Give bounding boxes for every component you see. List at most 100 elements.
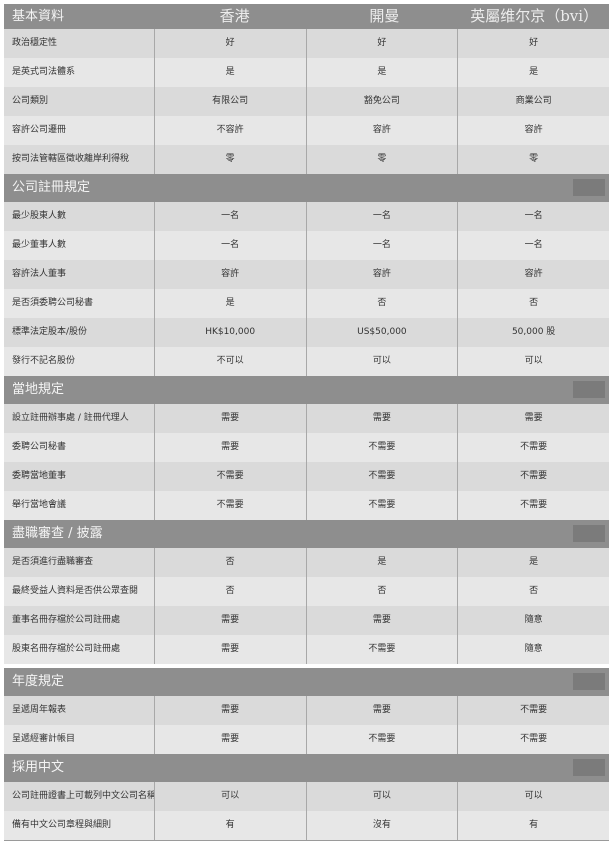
table-cell: 不需要 — [307, 725, 459, 754]
table-cell: 不需要 — [520, 471, 548, 481]
table-cell: 需要 — [155, 404, 307, 433]
table-cell: 豁免公司 — [307, 87, 459, 116]
section-toggle-box — [573, 759, 605, 776]
row-label: 委聘公司秘書 — [4, 433, 155, 462]
table-row: 政治穩定性好好好 — [4, 29, 609, 58]
table-cell: 否 — [155, 577, 307, 606]
table-row: 委聘當地董事 不需要 不需要 不需要 — [4, 462, 609, 491]
table-cell: 一名 — [155, 231, 307, 260]
table-cell: 沒有 — [307, 811, 459, 840]
table-cell: 不需要 — [520, 734, 548, 744]
table-row: 設立註冊辦事處 / 註冊代理人 需要 需要 需要 — [4, 404, 609, 433]
table-cell: 容許 — [155, 260, 307, 289]
table-cell: 否 — [529, 586, 539, 596]
table-cell: 隨意 — [524, 644, 543, 654]
header-title: 基本資料 — [12, 9, 65, 24]
row-label: 董事名冊存檔於公司註冊處 — [4, 606, 155, 635]
table-row: 標準法定股本/股份 HK$10,000 US$50,000 50,000 股 — [4, 318, 609, 347]
row-label: 容許公司遷冊 — [4, 116, 155, 145]
row-label: 呈遞周年報表 — [4, 696, 155, 725]
table-cell: US$50,000 — [307, 318, 459, 347]
section-header: 年度規定 — [4, 668, 609, 696]
table-row: 是否須委聘公司秘書是否否 — [4, 289, 609, 318]
table-cell: 好 — [529, 38, 539, 48]
table-cell: 是 — [155, 58, 307, 87]
table-row: 委聘公司秘書 需要 不需要 不需要 — [4, 433, 609, 462]
table-cell: 是 — [529, 557, 539, 567]
table-row: 容許法人董事 容許 容許 容許 — [4, 260, 609, 289]
table-cell: 是 — [155, 289, 307, 318]
table-row: 按司法管轄區徵收離岸利得稅零零零 — [4, 145, 609, 174]
table-cell: 不需要 — [520, 442, 548, 452]
table-row: 最終受益人資料是否供公眾查閱否否否 — [4, 577, 609, 606]
row-label: 設立註冊辦事處 / 註冊代理人 — [4, 404, 155, 433]
table-cell: HK$10,000 — [155, 318, 307, 347]
section-title: 盡職審查 / 披露 — [12, 526, 103, 541]
section-header: 盡職審查 / 披露 — [4, 520, 609, 548]
row-label: 公司註冊證書上可載列中文公司名稱 — [4, 782, 155, 811]
row-label: 備有中文公司章程與細則 — [4, 811, 155, 840]
table-cell: 零 — [155, 145, 307, 174]
table-cell: 一名 — [524, 240, 543, 250]
table-cell: 零 — [307, 145, 459, 174]
table-cell: 可以 — [307, 347, 459, 376]
table-cell: 是 — [307, 58, 459, 87]
table-cell: 否 — [529, 298, 539, 308]
table-row: 舉行當地會議 不需要 不需要 不需要 — [4, 491, 609, 520]
table-row: 呈遞經審計帳目 需要 不需要 不需要 — [4, 725, 609, 754]
row-label: 按司法管轄區徵收離岸利得稅 — [4, 145, 155, 174]
table-cell: 商業公司 — [515, 96, 552, 106]
table-cell: 50,000 股 — [511, 327, 556, 337]
table-cell: 需要 — [155, 606, 307, 635]
row-label: 容許法人董事 — [4, 260, 155, 289]
table-row: 股東名冊存檔於公司註冊處 需要 不需要 隨意 — [4, 635, 609, 664]
row-label: 最少董事人數 — [4, 231, 155, 260]
table-body: 政治穩定性好好好是英式司法體系是是是公司類別 有限公司 豁免公司 商業公司 容許公司遷冊… — [4, 29, 609, 841]
row-label: 公司類別 — [4, 87, 155, 116]
table-cell: 不需要 — [307, 491, 459, 520]
table-cell: 不需要 — [520, 500, 548, 510]
table-cell: 可以 — [524, 356, 543, 366]
table-row: 備有中文公司章程與細則有沒有有 — [4, 811, 609, 840]
table-row: 發行不記名股份 不可以 可以 可以 — [4, 347, 609, 376]
table-row: 最少股東人數 一名 一名 一名 — [4, 202, 609, 231]
table-cell: 有 — [529, 820, 539, 830]
table-cell: 有 — [155, 811, 307, 840]
table-cell: 不需要 — [155, 491, 307, 520]
row-label: 發行不記名股份 — [4, 347, 155, 376]
row-label: 是英式司法體系 — [4, 58, 155, 87]
section-toggle-box — [573, 381, 605, 398]
table-cell: 可以 — [524, 791, 543, 801]
section-title: 年度規定 — [12, 674, 65, 689]
table-row: 最少董事人數 一名 一名 一名 — [4, 231, 609, 260]
row-label: 政治穩定性 — [4, 29, 155, 58]
table-cell: 可以 — [307, 782, 459, 811]
row-label: 股東名冊存檔於公司註冊處 — [4, 635, 155, 664]
table-row: 容許公司遷冊 不容許 容許 容許 — [4, 116, 609, 145]
section-toggle-box — [573, 525, 605, 542]
table-row: 公司註冊證書上可載列中文公司名稱 可以 可以 可以 — [4, 782, 609, 811]
column-bvi: 英屬维尔京（bvi） — [470, 7, 599, 25]
table-cell: 容許 — [307, 116, 459, 145]
table-cell: 否 — [155, 548, 307, 577]
table-row: 公司類別 有限公司 豁免公司 商業公司 — [4, 87, 609, 116]
table-row: 是否須進行盡職審查否是是 — [4, 548, 609, 577]
table-cell: 好 — [307, 29, 459, 58]
table-cell: 一名 — [307, 231, 459, 260]
table-cell: 有限公司 — [155, 87, 307, 116]
column-cayman: 開曼 — [369, 7, 400, 25]
table-cell: 一名 — [524, 211, 543, 221]
table-cell: 零 — [529, 154, 539, 164]
table-cell: 不需要 — [520, 705, 548, 715]
table-bottom-border — [4, 840, 609, 841]
section-title: 當地規定 — [12, 382, 65, 397]
row-label: 最終受益人資料是否供公眾查閱 — [4, 577, 155, 606]
table-cell: 一名 — [307, 202, 459, 231]
table-cell: 是 — [529, 67, 539, 77]
section-toggle-box — [573, 673, 605, 690]
table-cell: 需要 — [307, 404, 459, 433]
table-cell: 需要 — [307, 606, 459, 635]
row-label: 呈遞經審計帳目 — [4, 725, 155, 754]
section-header: 公司註冊規定 — [4, 174, 609, 202]
table-cell: 需要 — [155, 696, 307, 725]
